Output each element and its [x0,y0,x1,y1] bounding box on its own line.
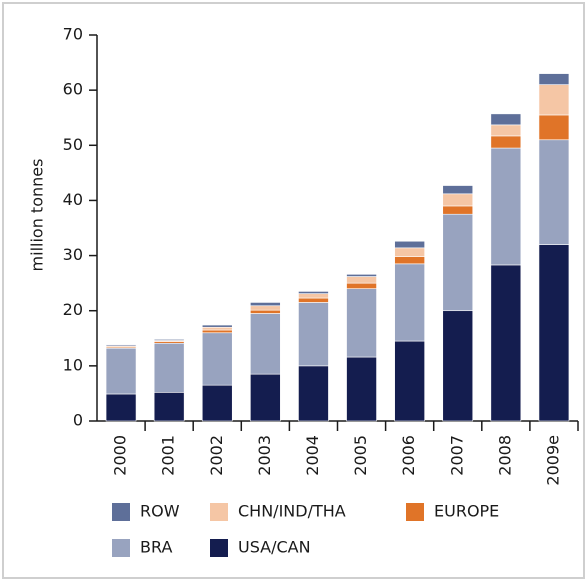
bar-segment [538,139,570,245]
bar-segment [298,302,329,367]
y-axis-label: million tonnes [28,159,47,272]
bar-segment [538,73,570,85]
bar-segment [442,205,474,215]
x-tick-label: 2000 [111,435,130,476]
bar-segment [490,147,522,266]
bar-segment [346,282,377,289]
bar-segment [346,276,377,284]
bar-segment [298,293,329,299]
bar-segment [201,324,233,328]
x-tick-label: 2009e [543,435,562,486]
bar-segment [346,274,377,277]
legend-swatch [112,503,130,521]
y-tick-label: 60 [63,80,83,99]
bar-segment [250,302,281,307]
bar-segment [442,185,474,195]
bar-segment [153,339,185,341]
x-tick-label: 2003 [255,435,274,476]
x-tick-label: 2001 [159,435,178,476]
bar-segment [105,344,137,347]
bar-segment [250,309,281,314]
y-tick-label: 50 [63,135,83,154]
y-tick-label: 10 [63,355,83,374]
legend-swatch [210,539,228,557]
bar-segment [394,256,425,265]
legend-swatch [112,539,130,557]
bar-segment [250,305,281,311]
bar-segment [538,114,570,141]
bar-segment [250,313,281,375]
bar-segment [298,291,329,294]
x-tick-label: 2002 [207,435,226,476]
y-tick-label: 40 [63,190,83,209]
legend-label: EUROPE [434,502,499,521]
bar-segment [153,342,185,393]
bar-segment [442,310,474,422]
y-tick-label: 0 [73,411,83,430]
legend-swatch [406,503,424,521]
bar-segment [201,326,233,331]
bar-segment [490,135,522,149]
bar-segment [201,384,233,422]
x-tick-label: 2007 [447,435,466,476]
bar-segment [153,392,185,422]
bar-segment [250,373,281,422]
bar-segment [298,365,329,422]
bar-segment [105,393,137,422]
x-tick-label: 2008 [495,435,514,476]
bar-segment [538,244,570,422]
y-tick-label: 70 [63,25,83,44]
bar-segment [201,329,233,334]
legend-label: ROW [140,502,180,521]
bar-segment [538,84,570,116]
bar-segment [490,264,522,422]
legend-label: USA/CAN [238,538,311,557]
bar-segment [394,263,425,342]
x-tick-label: 2004 [303,435,322,476]
x-tick-label: 2005 [351,435,370,476]
x-tick-label: 2006 [399,435,418,476]
bar-segment [394,247,425,257]
bar-segment [105,347,137,395]
bar-segment [346,288,377,358]
y-tick-label: 20 [63,300,83,319]
bar-segment [442,213,474,312]
legend-label: BRA [140,538,172,557]
bar-segment [346,356,377,422]
bar-segment [490,124,522,137]
bar-segment [298,297,329,303]
legend-label: CHN/IND/THA [238,502,346,521]
bar-segment [490,113,522,126]
bar-segment [201,332,233,386]
bar-segment [394,240,425,249]
legend-swatch [210,503,228,521]
bar-segment [442,193,474,207]
bar-segment [394,340,425,422]
y-tick-label: 30 [63,245,83,264]
